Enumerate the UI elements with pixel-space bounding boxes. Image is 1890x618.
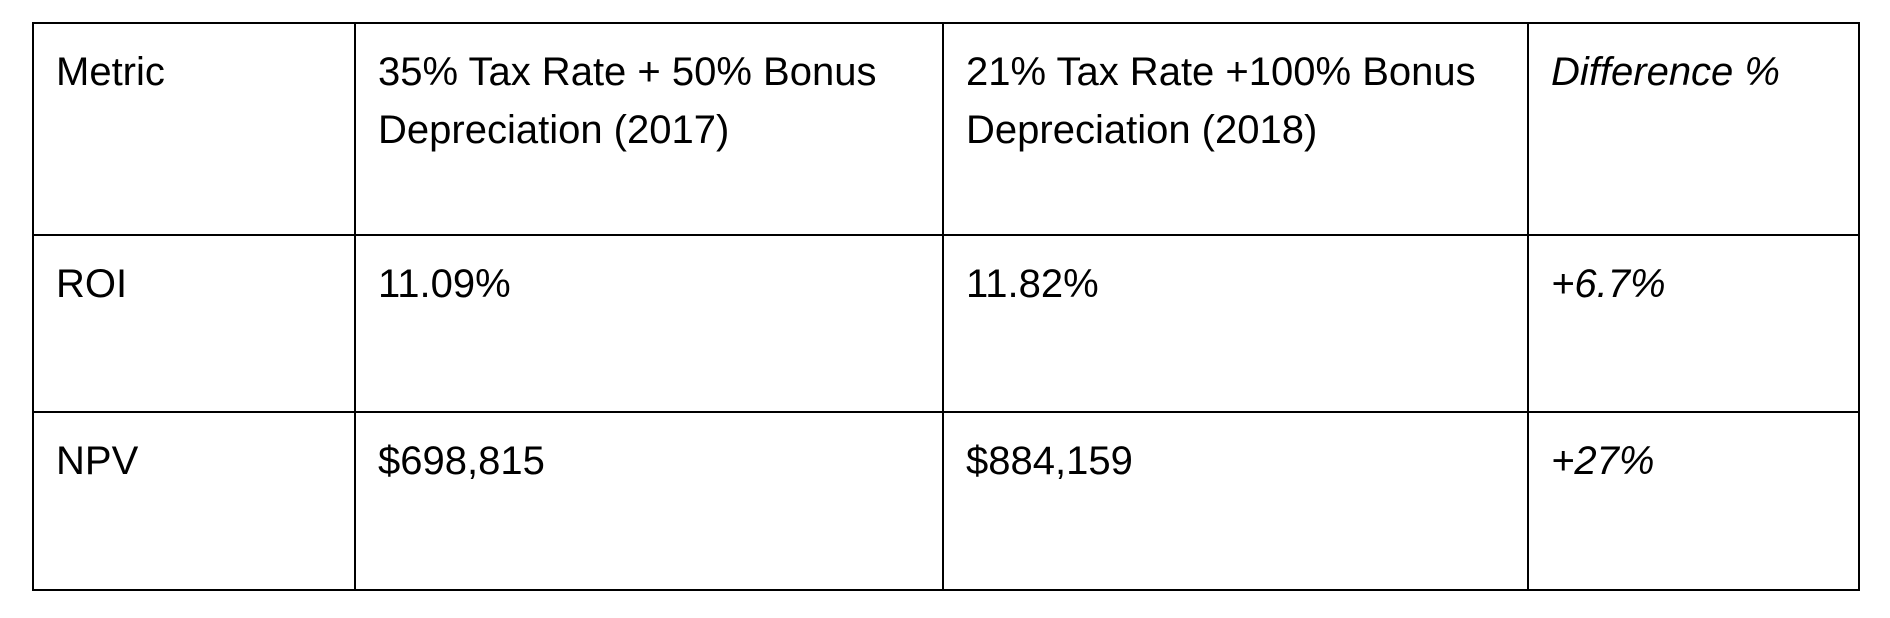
row-npv-2017-value: $698,815 — [354, 411, 944, 591]
header-2017-scenario: 35% Tax Rate + 50% Bonus Depreciation (2… — [354, 22, 944, 236]
header-2018-scenario: 21% Tax Rate +100% Bonus Depreciation (2… — [942, 22, 1529, 236]
row-roi-2017-value: 11.09% — [354, 234, 944, 413]
comparison-table: Metric 35% Tax Rate + 50% Bonus Deprecia… — [32, 22, 1860, 591]
row-npv-difference: +27% — [1527, 411, 1860, 591]
header-difference: Difference % — [1527, 22, 1860, 236]
table-row-npv: NPV $698,815 $884,159 +27% — [32, 411, 1860, 591]
row-roi-metric: ROI — [32, 234, 356, 413]
row-roi-2018-value: 11.82% — [942, 234, 1529, 413]
row-npv-2018-value: $884,159 — [942, 411, 1529, 591]
row-roi-difference: +6.7% — [1527, 234, 1860, 413]
header-metric: Metric — [32, 22, 356, 236]
table-row-roi: ROI 11.09% 11.82% +6.7% — [32, 234, 1860, 413]
row-npv-metric: NPV — [32, 411, 356, 591]
header-row: Metric 35% Tax Rate + 50% Bonus Deprecia… — [32, 22, 1860, 236]
